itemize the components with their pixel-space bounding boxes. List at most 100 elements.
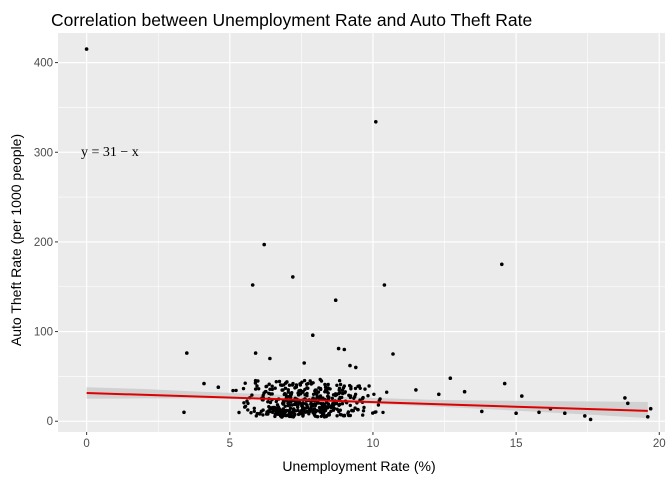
data-point: [367, 384, 371, 388]
data-point: [286, 401, 290, 405]
data-point: [237, 410, 241, 415]
data-point: [326, 387, 330, 391]
data-point-outlier: [502, 381, 507, 386]
data-point: [357, 384, 361, 388]
data-point: [298, 410, 302, 414]
data-point: [316, 390, 321, 394]
x-tick-label: 10: [367, 438, 380, 450]
x-tick-label: 5: [227, 438, 233, 450]
data-point: [361, 409, 366, 413]
data-point-outlier: [268, 356, 272, 361]
data-point-outlier: [500, 262, 504, 267]
data-point: [289, 414, 294, 419]
data-point: [317, 386, 321, 390]
data-point: [342, 414, 347, 418]
x-tick-label: 15: [510, 438, 523, 450]
data-point: [349, 385, 353, 389]
data-point-outlier: [462, 389, 467, 394]
data-point-outlier: [216, 385, 221, 390]
data-point: [283, 404, 287, 408]
data-point-outlier: [336, 346, 341, 351]
data-point: [338, 395, 342, 400]
data-point: [346, 410, 351, 414]
data-point: [331, 401, 336, 405]
data-point: [353, 406, 357, 410]
data-point: [259, 409, 264, 413]
data-point: [308, 379, 312, 383]
data-point: [277, 408, 281, 412]
data-point: [306, 381, 310, 386]
data-point-outlier: [448, 376, 453, 381]
data-point-outlier: [414, 388, 418, 392]
data-point: [252, 406, 256, 410]
data-point: [294, 385, 299, 389]
data-point: [314, 388, 318, 392]
data-point-outlier: [262, 242, 267, 247]
data-point: [311, 381, 315, 385]
data-point: [253, 381, 258, 385]
data-point: [335, 407, 339, 411]
data-point: [304, 406, 309, 410]
data-point: [234, 388, 238, 393]
data-point-outlier: [588, 417, 593, 422]
data-point: [286, 403, 290, 408]
data-point: [348, 394, 353, 398]
data-point: [281, 407, 285, 411]
data-point: [231, 388, 235, 393]
data-point: [331, 393, 336, 397]
y-tick-label: 0: [47, 416, 53, 428]
regression-line: [86, 391, 648, 412]
data-point-outlier: [648, 406, 653, 411]
data-point: [381, 410, 385, 415]
data-point: [361, 413, 365, 417]
data-point: [286, 409, 290, 413]
data-point-outlier: [563, 411, 567, 416]
data-point: [319, 379, 324, 383]
data-point: [315, 395, 319, 400]
data-point: [366, 394, 370, 398]
data-point: [289, 400, 293, 404]
data-point-outlier: [84, 47, 89, 51]
data-point: [280, 415, 284, 419]
data-point: [338, 382, 343, 387]
data-point: [285, 395, 289, 399]
data-point-outlier: [291, 275, 295, 279]
regression-line-layer: [86, 391, 648, 412]
data-point-outlier: [520, 394, 524, 398]
data-point-outlier: [583, 414, 587, 418]
data-point: [253, 387, 258, 391]
data-point: [321, 409, 325, 413]
data-point: [329, 405, 333, 409]
data-point: [343, 391, 347, 395]
data-point: [243, 405, 247, 409]
data-point: [266, 409, 271, 413]
data-point-outlier: [646, 415, 650, 419]
data-point: [310, 408, 314, 412]
data-point: [258, 412, 262, 416]
data-point: [266, 412, 270, 416]
data-point: [305, 391, 309, 396]
data-point: [270, 387, 274, 392]
data-point-outlier: [354, 365, 358, 370]
y-tick-label: 400: [34, 58, 53, 70]
data-point: [356, 408, 360, 412]
data-point: [300, 406, 305, 410]
data-point: [246, 401, 250, 406]
data-point: [283, 386, 288, 390]
data-point: [246, 408, 250, 412]
data-point: [322, 414, 326, 418]
data-point: [362, 405, 366, 410]
data-point: [252, 409, 256, 413]
data-point: [348, 403, 352, 408]
data-point-outlier: [374, 120, 378, 124]
y-axis-title: Auto Theft Rate (per 1000 people): [8, 134, 24, 346]
data-point: [290, 403, 294, 407]
data-point: [297, 389, 301, 393]
data-point: [267, 382, 271, 386]
data-point: [313, 402, 317, 406]
data-point: [270, 384, 274, 388]
data-point: [272, 405, 277, 410]
data-point: [302, 409, 307, 414]
data-point: [273, 386, 277, 390]
